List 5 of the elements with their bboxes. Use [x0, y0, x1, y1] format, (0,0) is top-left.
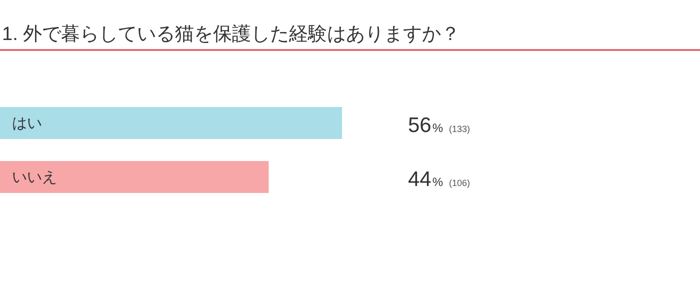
y-tick-label: はい: [12, 115, 42, 132]
data-label: 44% (106): [408, 168, 470, 191]
data-label: 56% (133): [408, 114, 470, 137]
title: 1. 外で暮らしている猫を保護した経験はありますか？: [2, 24, 460, 45]
y-tick-label: いいえ: [12, 169, 57, 186]
